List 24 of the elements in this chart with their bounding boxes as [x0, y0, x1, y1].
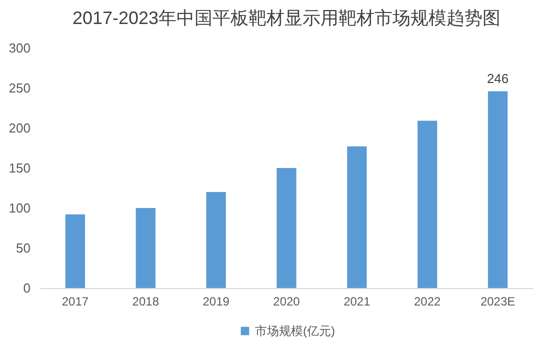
- y-tick-label: 200: [8, 120, 30, 136]
- x-tick-label: 2017: [62, 294, 89, 308]
- bar: [347, 146, 367, 288]
- y-tick-label: 50: [16, 240, 30, 256]
- data-label: 246: [486, 71, 509, 86]
- x-tick-label: 2021: [344, 294, 371, 308]
- bar: [65, 214, 86, 288]
- x-tick-label: 2022: [414, 294, 442, 308]
- bar: [276, 168, 296, 288]
- bar: [418, 120, 438, 288]
- x-tick-label: 2020: [273, 294, 300, 308]
- y-tick-label: 0: [23, 280, 30, 296]
- bar: [488, 91, 508, 288]
- y-tick-label: 150: [8, 160, 30, 176]
- x-tick-label: 2019: [202, 294, 230, 308]
- x-tick-label: 2023E: [480, 294, 516, 308]
- x-tick-label: 2018: [132, 294, 160, 308]
- y-tick-label: 300: [8, 40, 30, 56]
- chart-title: 2017-2023年中国平板靶材显示用靶材市场规模趋势图: [72, 8, 501, 28]
- bar: [206, 192, 226, 288]
- y-tick-label: 250: [8, 80, 30, 96]
- bar: [136, 208, 156, 288]
- y-tick-label: 100: [8, 200, 30, 216]
- legend-label: 市场规模(亿元): [255, 324, 335, 338]
